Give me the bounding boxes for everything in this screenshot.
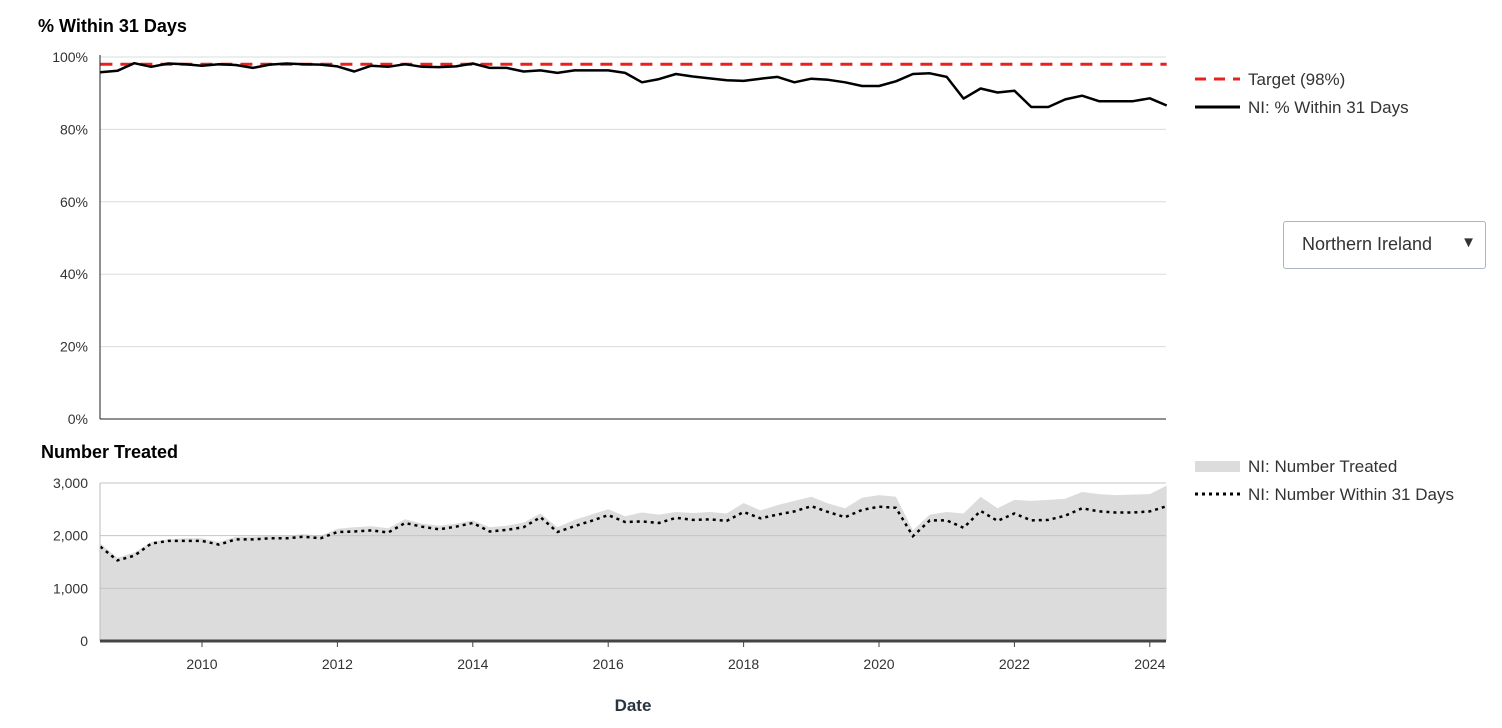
top-y-tick-label: 60% [60,194,88,210]
bottom-gridlines [100,482,1166,589]
within-31-days-line [99,504,1168,562]
top-y-tick-label: 20% [60,339,88,355]
top-y-ticks: 0% 20% 40% 60% 80% 100% [52,49,88,427]
x-tick-label: 2010 [186,656,217,672]
bottom-chart-title: Number Treated [41,442,178,462]
legend-number-treated-swatch [1195,461,1240,472]
bottom-y-tick-label: 3,000 [53,475,88,491]
bottom-area-fill [100,485,1167,641]
bottom-y-tick-label: 2,000 [53,528,88,544]
x-tick-label: 2020 [863,656,894,672]
x-tick-label: 2012 [322,656,353,672]
region-select[interactable]: Northern Ireland ▼ [1283,221,1486,269]
bottom-y-ticks: 0 1,000 2,000 3,000 [53,475,88,649]
x-tick-label: 2014 [457,656,488,672]
ni-percent-line [100,61,1168,109]
number-treated-area [100,485,1167,641]
legend-within-31-label: NI: Number Within 31 Days [1248,485,1454,504]
top-gridlines [100,56,1166,348]
legend-bottom: NI: Number Treated NI: Number Within 31 … [1195,457,1454,504]
legend-ni-percent-label: NI: % Within 31 Days [1248,98,1409,117]
top-chart-title: % Within 31 Days [38,16,187,36]
top-y-tick-label: 0% [68,411,88,427]
x-tick-label: 2024 [1134,656,1165,672]
chevron-down-icon: ▼ [1461,234,1476,251]
bottom-x-ticks: 2010 2012 2014 2016 2018 2020 2022 2024 [186,641,1166,672]
legend-target-label: Target (98%) [1248,70,1345,89]
top-series-lines [100,61,1168,109]
top-y-tick-label: 100% [52,49,88,65]
x-tick-label: 2018 [728,656,759,672]
x-tick-label: 2022 [999,656,1030,672]
x-tick-label: 2016 [593,656,624,672]
legend-top: Target (98%) NI: % Within 31 Days [1195,70,1409,117]
bottom-y-tick-label: 0 [80,633,88,649]
legend-number-treated-label: NI: Number Treated [1248,457,1397,476]
x-axis-label: Date [615,696,652,715]
top-y-tick-label: 40% [60,266,88,282]
bottom-y-tick-label: 1,000 [53,580,88,596]
top-y-tick-label: 80% [60,121,88,137]
bottom-series-lines [99,504,1168,562]
region-select-value: Northern Ireland [1302,234,1433,254]
